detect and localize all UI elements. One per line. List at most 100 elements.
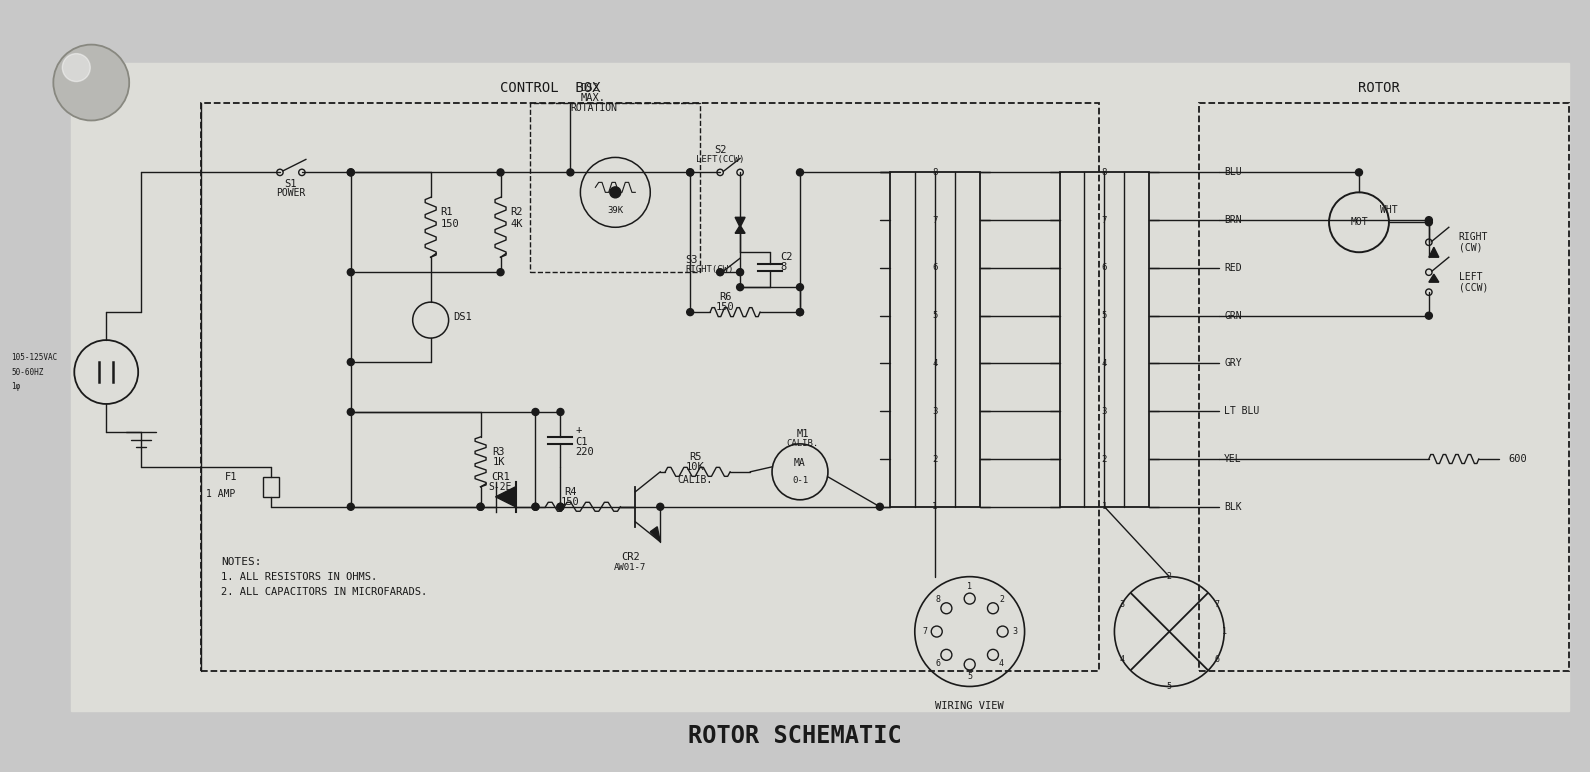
Text: 4: 4: [1119, 655, 1124, 663]
Text: M1: M1: [797, 429, 809, 439]
Text: ROTOR SCHEMATIC: ROTOR SCHEMATIC: [688, 724, 902, 748]
Text: (CCW): (CCW): [1458, 283, 1488, 292]
Circle shape: [611, 187, 620, 198]
Bar: [72, 63, 1569, 712]
Text: 3: 3: [932, 407, 938, 416]
Text: 5: 5: [967, 672, 971, 681]
Circle shape: [556, 503, 564, 510]
Text: 2: 2: [1167, 572, 1172, 581]
Text: S1: S1: [285, 179, 297, 189]
Text: 1: 1: [932, 503, 938, 511]
Text: 8: 8: [1102, 168, 1107, 177]
Text: R3: R3: [493, 447, 506, 457]
Circle shape: [477, 503, 483, 510]
Text: 105-125VAC: 105-125VAC: [11, 353, 57, 361]
Text: S2: S2: [714, 145, 727, 155]
Polygon shape: [735, 217, 746, 227]
Circle shape: [1425, 218, 1433, 225]
Text: 5: 5: [1102, 311, 1107, 320]
Polygon shape: [496, 487, 515, 506]
Text: 150: 150: [561, 497, 580, 506]
Text: 10K: 10K: [685, 462, 704, 472]
Circle shape: [1425, 312, 1433, 319]
Text: LEFT(CCW): LEFT(CCW): [696, 155, 744, 164]
Text: F1: F1: [224, 472, 237, 482]
Text: 1: 1: [1221, 627, 1227, 636]
Text: 4K: 4K: [510, 219, 523, 229]
Circle shape: [1425, 217, 1433, 224]
Text: DS2: DS2: [580, 83, 599, 93]
Text: 5: 5: [1167, 682, 1172, 691]
Bar: [1199, 103, 1569, 672]
Text: 1. ALL RESISTORS IN OHMS.: 1. ALL RESISTORS IN OHMS.: [221, 571, 377, 581]
Bar: [200, 103, 1099, 672]
Text: 4: 4: [999, 659, 1003, 668]
Text: POWER: POWER: [277, 188, 305, 198]
Text: R4: R4: [564, 487, 577, 497]
Circle shape: [876, 503, 884, 510]
Circle shape: [797, 309, 803, 316]
Circle shape: [556, 503, 564, 510]
Text: 7: 7: [932, 215, 938, 225]
Circle shape: [687, 309, 693, 316]
Text: C2: C2: [781, 252, 792, 262]
Text: CALIB.: CALIB.: [677, 475, 712, 485]
Text: 7: 7: [1102, 215, 1107, 225]
Text: 1φ: 1φ: [11, 382, 21, 391]
Text: 4: 4: [1102, 359, 1107, 368]
Text: 600: 600: [1509, 454, 1528, 464]
Text: 2: 2: [932, 455, 938, 463]
Text: S3: S3: [685, 256, 698, 266]
Circle shape: [533, 503, 539, 510]
Circle shape: [736, 283, 744, 291]
Circle shape: [736, 269, 744, 276]
Text: 1: 1: [1102, 503, 1107, 511]
Circle shape: [797, 309, 803, 316]
Text: R1: R1: [440, 208, 453, 217]
Text: GRY: GRY: [1224, 358, 1242, 368]
Text: 1 AMP: 1 AMP: [207, 489, 235, 499]
Text: R5: R5: [688, 452, 701, 462]
Text: 8: 8: [781, 262, 787, 273]
Text: RED: RED: [1224, 263, 1242, 273]
Circle shape: [347, 503, 355, 510]
Text: CR1: CR1: [491, 472, 510, 482]
Text: 5: 5: [932, 311, 938, 320]
Text: MA: MA: [793, 458, 806, 468]
Text: 3: 3: [1119, 600, 1124, 608]
Text: YEL: YEL: [1224, 454, 1242, 464]
Text: 3: 3: [1013, 627, 1018, 636]
Text: 2. ALL CAPACITORS IN MICROFARADS.: 2. ALL CAPACITORS IN MICROFARADS.: [221, 587, 428, 597]
Text: 39K: 39K: [607, 206, 623, 215]
Circle shape: [657, 503, 663, 510]
Text: 220: 220: [576, 447, 595, 457]
Circle shape: [533, 408, 539, 415]
Text: 6: 6: [1215, 655, 1220, 663]
Text: C1: C1: [576, 437, 588, 447]
Bar: [1059, 172, 1150, 506]
Text: 1: 1: [967, 582, 971, 591]
Text: BRN: BRN: [1224, 215, 1242, 225]
Polygon shape: [735, 225, 746, 233]
Bar: [890, 172, 979, 506]
Polygon shape: [650, 527, 660, 542]
Text: R2: R2: [510, 208, 523, 217]
Text: MOT: MOT: [1350, 217, 1367, 227]
Text: 1K: 1K: [493, 457, 506, 467]
Circle shape: [347, 358, 355, 365]
Circle shape: [687, 169, 693, 176]
Circle shape: [498, 169, 504, 176]
Text: RIGHT: RIGHT: [1458, 232, 1488, 242]
Circle shape: [62, 53, 91, 82]
Polygon shape: [1429, 274, 1439, 283]
Text: S-2E: S-2E: [488, 482, 512, 492]
Text: CONTROL  BOX: CONTROL BOX: [501, 80, 601, 94]
Circle shape: [477, 503, 483, 510]
Text: 150: 150: [716, 302, 735, 312]
Circle shape: [347, 269, 355, 276]
Circle shape: [347, 169, 355, 176]
Circle shape: [347, 408, 355, 415]
Text: 6: 6: [932, 263, 938, 273]
Text: WIRING VIEW: WIRING VIEW: [935, 702, 1003, 712]
Circle shape: [687, 169, 693, 176]
